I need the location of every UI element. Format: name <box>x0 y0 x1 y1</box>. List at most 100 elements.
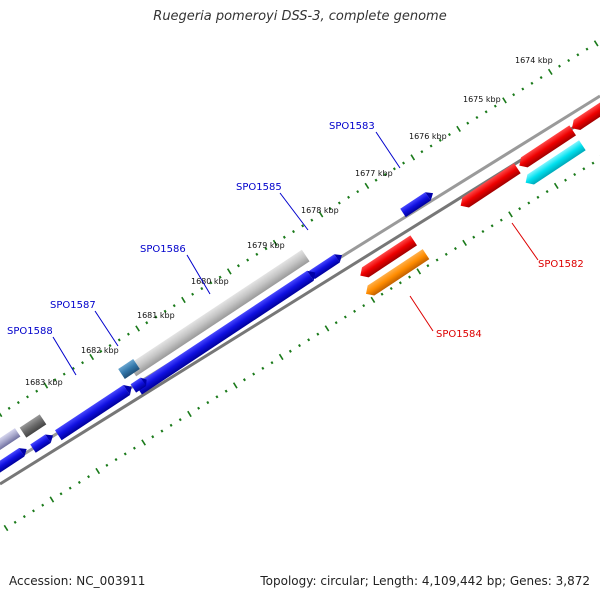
upper-tick <box>347 195 351 199</box>
lower-tick <box>362 304 366 308</box>
upper-tick <box>521 87 525 91</box>
upper-tick <box>282 235 286 239</box>
upper-tick <box>493 104 497 108</box>
lower-tick <box>545 190 549 194</box>
upper-tick <box>337 201 341 205</box>
lower-tick <box>334 321 338 325</box>
gene-label[interactable]: SPO1588 <box>7 326 53 337</box>
upper-tick <box>226 268 232 275</box>
lower-tick <box>77 480 81 484</box>
lower-tick <box>472 235 476 239</box>
kbp-label: 1679 kbp <box>247 241 285 250</box>
gene-label[interactable]: SPO1587 <box>50 300 96 311</box>
gene-spo1587[interactable] <box>118 359 140 379</box>
forward-strand-genes <box>0 189 436 452</box>
gene-label[interactable]: SPO1584 <box>436 329 482 340</box>
gene-spo1585[interactable] <box>309 251 345 280</box>
lower-tick <box>490 224 494 228</box>
lower-tick <box>426 264 430 268</box>
lower-tick <box>408 275 412 279</box>
kbp-label: 1675 kbp <box>463 95 501 104</box>
upper-tick <box>71 366 75 370</box>
upper-tick <box>530 81 534 85</box>
accession-text: Accession: NC_003911 <box>9 574 146 588</box>
upper-tick <box>484 110 488 114</box>
upper-tick <box>191 292 195 296</box>
lower-tick <box>232 382 238 389</box>
upper-tick <box>364 182 370 190</box>
lower-tick <box>389 286 393 291</box>
tick-tracks <box>0 40 600 532</box>
upper-tick <box>62 372 66 376</box>
gene-spo1586[interactable] <box>128 249 310 377</box>
gene-cyan[interactable] <box>522 140 586 188</box>
genome-summary-text: Topology: circular; Length: 4,109,442 bp… <box>260 574 590 588</box>
gene-long-blue[interactable] <box>135 267 318 395</box>
gene-spo1584[interactable] <box>363 249 430 299</box>
upper-tick <box>383 172 387 177</box>
lower-tick <box>370 296 376 304</box>
lower-tick <box>453 247 457 251</box>
gene-spo1582[interactable] <box>457 163 521 211</box>
upper-tick <box>438 138 442 142</box>
lower-tick <box>288 349 292 353</box>
lower-tick <box>160 429 164 433</box>
lower-tick <box>206 401 210 405</box>
upper-tick <box>108 344 112 348</box>
upper-tick <box>43 382 49 389</box>
upper-tick <box>310 218 314 222</box>
lower-tick <box>68 486 72 490</box>
lower-tick <box>553 182 559 190</box>
upper-tick <box>172 304 176 308</box>
upper-tick <box>576 53 580 57</box>
lower-tick <box>261 366 265 370</box>
upper-tick <box>356 190 360 194</box>
upper-tick <box>420 150 424 154</box>
upper-tick <box>539 76 543 80</box>
lower-tick <box>527 201 531 205</box>
kbp-label: 1678 kbp <box>301 206 339 215</box>
gene-red-top-right[interactable] <box>569 95 600 134</box>
gene-left-edge[interactable] <box>0 428 21 452</box>
upper-tick <box>264 247 268 251</box>
lower-tick <box>307 338 311 342</box>
lower-tick <box>316 332 320 336</box>
upper-tick <box>456 125 461 133</box>
lower-tick <box>132 446 136 450</box>
gene-blue-4[interactable] <box>30 431 56 453</box>
lower-tick <box>462 239 467 247</box>
kbp-label: 1676 kbp <box>409 132 447 141</box>
gene-label[interactable]: SPO1585 <box>236 182 282 193</box>
gene-label[interactable]: SPO1583 <box>329 121 375 132</box>
gene-red-small[interactable] <box>357 235 417 280</box>
lower-tick <box>197 406 201 410</box>
upper-tick <box>99 349 103 353</box>
lower-tick <box>508 211 513 218</box>
gene-label[interactable]: SPO1586 <box>140 244 186 255</box>
gene-spo1588-unknown[interactable] <box>19 414 47 438</box>
upper-tick <box>301 224 305 228</box>
gene-label[interactable]: SPO1582 <box>538 259 584 270</box>
lower-tick <box>151 435 155 439</box>
lower-tick <box>114 458 118 462</box>
upper-tick <box>328 207 332 211</box>
upper-tick <box>246 258 250 262</box>
upper-tick <box>466 121 470 125</box>
upper-tick <box>209 281 213 285</box>
gene-red-mid-right[interactable] <box>516 125 576 170</box>
upper-tick <box>593 40 599 47</box>
upper-tick <box>272 239 278 247</box>
upper-tick <box>512 93 516 97</box>
gene-small-blue[interactable] <box>130 375 150 393</box>
upper-tick <box>318 211 324 218</box>
lower-tick <box>169 423 173 427</box>
upper-tick <box>502 97 507 104</box>
gene-spo1583[interactable] <box>400 189 436 218</box>
kbp-label: 1674 kbp <box>515 56 553 65</box>
upper-tick <box>26 395 29 399</box>
lower-tick <box>95 467 101 475</box>
gene-blue-3[interactable] <box>54 382 135 441</box>
kbp-label: 1680 kbp <box>191 277 229 286</box>
lower-tick <box>591 161 595 165</box>
gene-blue-5[interactable] <box>0 445 29 476</box>
